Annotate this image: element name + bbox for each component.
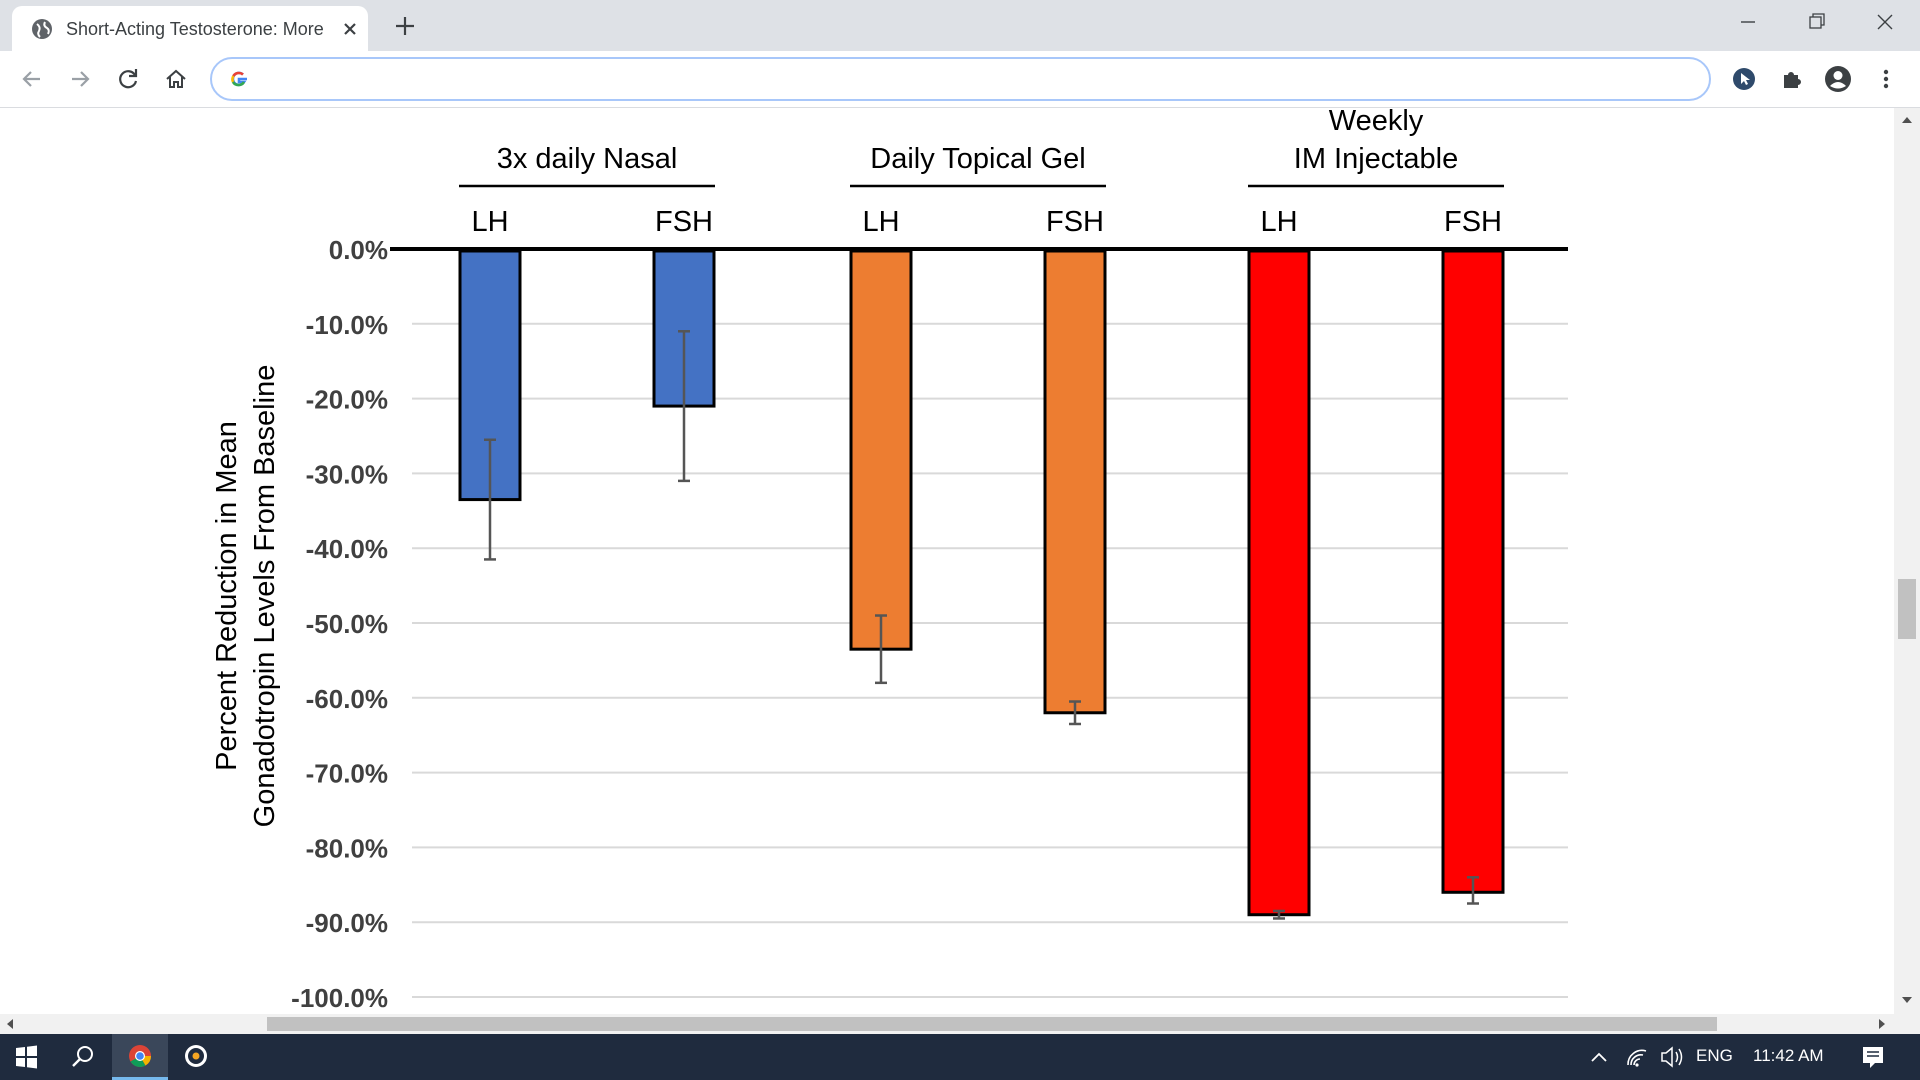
horizontal-scroll-thumb[interactable] — [267, 1017, 1717, 1031]
page-content: 0.0% -10.0% -20.0% -30.0% -40.0% -50.0% -60.0%… — [0, 108, 1894, 1014]
scroll-down-arrow-icon[interactable] — [1894, 992, 1920, 1008]
tab-strip: Short-Acting Testosterone: More — [0, 0, 1920, 51]
y-tick-label: -100.0% — [291, 983, 388, 1013]
cursor-extension-icon[interactable] — [1728, 63, 1760, 95]
group-label-line: IM Injectable — [1294, 143, 1458, 175]
y-tick-label: -30.0% — [306, 459, 388, 489]
language-indicator[interactable]: ENG — [1696, 1046, 1733, 1065]
back-arrow-icon[interactable] — [16, 63, 48, 95]
profile-icon[interactable] — [1822, 63, 1854, 95]
bar — [1247, 249, 1311, 917]
volume-icon[interactable] — [1656, 1034, 1688, 1080]
group-label-line: Weekly — [1329, 108, 1424, 137]
address-bar[interactable] — [210, 57, 1711, 101]
y-axis-label: Percent Reduction in Mean Gonadotropin Le… — [211, 365, 281, 828]
chrome-icon[interactable] — [112, 1034, 168, 1080]
scroll-right-arrow-icon[interactable] — [1874, 1016, 1890, 1032]
y-tick-label: -10.0% — [306, 310, 388, 340]
browser-toolbar — [0, 51, 1920, 108]
y-tick-label: -80.0% — [306, 833, 388, 863]
taskbar: ENG 11:42 AM — [0, 1034, 1920, 1080]
tab-title: Short-Acting Testosterone: More — [66, 19, 324, 39]
category-label: FSH — [1046, 206, 1104, 238]
puzzle-icon[interactable] — [1776, 63, 1808, 95]
y-axis-label-line: Percent Reduction in Mean — [211, 421, 243, 771]
plus-icon[interactable] — [390, 11, 420, 41]
y-tick-label: -60.0% — [306, 684, 388, 714]
search-icon[interactable] — [56, 1034, 108, 1080]
group-label: 3x daily Nasal — [497, 143, 678, 175]
chevron-up-icon[interactable] — [1584, 1034, 1614, 1080]
clock[interactable]: 11:42 AM — [1753, 1046, 1824, 1065]
kebab-menu-icon[interactable] — [1870, 63, 1902, 95]
forward-arrow-icon[interactable] — [64, 63, 96, 95]
restore-icon[interactable] — [1786, 7, 1846, 37]
minimize-icon[interactable] — [1718, 7, 1778, 37]
close-icon[interactable] — [337, 16, 363, 42]
category-label: LH — [862, 206, 899, 238]
google-g-icon — [231, 71, 247, 87]
bar-chart: 0.0% -10.0% -20.0% -30.0% -40.0% -50.0% -60.0%… — [211, 108, 1568, 1013]
notification-icon[interactable] — [1855, 1034, 1891, 1080]
y-tick-label: -40.0% — [306, 534, 388, 564]
y-tick-label: -90.0% — [306, 908, 388, 938]
bar — [1441, 249, 1505, 894]
y-tick-label: -20.0% — [306, 385, 388, 415]
y-tick-label: 0.0% — [329, 235, 388, 265]
scroll-left-arrow-icon[interactable] — [2, 1016, 18, 1032]
bar — [849, 249, 913, 651]
scroll-up-arrow-icon[interactable] — [1894, 112, 1920, 128]
reload-icon[interactable] — [112, 63, 144, 95]
horizontal-scrollbar[interactable] — [0, 1014, 1894, 1034]
y-tick-label: -70.0% — [306, 759, 388, 789]
category-label: FSH — [1444, 206, 1502, 238]
y-axis-label-line: Gonadotropin Levels From Baseline — [249, 365, 281, 828]
bar — [1043, 249, 1107, 715]
group-label: Weekly IM Injectable — [1294, 108, 1458, 175]
wifi-icon[interactable] — [1622, 1034, 1652, 1080]
group-label: Daily Topical Gel — [870, 143, 1085, 175]
globe-icon — [32, 19, 52, 39]
home-icon[interactable] — [160, 63, 192, 95]
category-label: LH — [1260, 206, 1297, 238]
vertical-scrollbar[interactable] — [1894, 108, 1920, 1014]
group-label-line: Daily Topical Gel — [870, 143, 1085, 175]
vertical-scroll-thumb[interactable] — [1898, 579, 1916, 639]
scrollbar-corner — [1894, 1014, 1920, 1034]
y-tick-label: -50.0% — [306, 609, 388, 639]
address-input[interactable] — [262, 63, 1686, 95]
group-label-line: 3x daily Nasal — [497, 143, 678, 175]
windows-start-icon[interactable] — [0, 1034, 52, 1080]
media-app-icon[interactable] — [170, 1034, 222, 1080]
window-close-icon[interactable] — [1855, 7, 1915, 37]
category-label: FSH — [655, 206, 713, 238]
browser-tab[interactable]: Short-Acting Testosterone: More — [12, 6, 368, 51]
category-label: LH — [471, 206, 508, 238]
